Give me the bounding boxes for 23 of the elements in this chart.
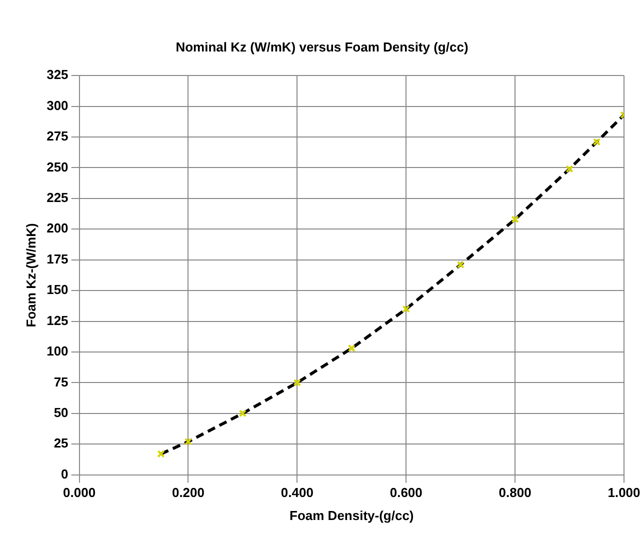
y-tick-label: 50	[54, 404, 68, 420]
y-tick-label: 250	[46, 159, 68, 174]
x-tick-label: 1.000	[608, 485, 640, 500]
y-tick-label: 75	[54, 374, 68, 390]
y-tick-label: 200	[46, 220, 68, 236]
chart-title: Nominal Kz (W/mK) versus Foam Density (g/cc)	[176, 39, 468, 54]
y-tick-label: 325	[46, 67, 68, 82]
x-tick-label: 0.200	[172, 485, 205, 500]
y-tick-label: 100	[46, 344, 68, 359]
y-tick-label: 0	[61, 466, 68, 482]
y-tick-label: 175	[46, 251, 68, 266]
x-tick-label: 0.600	[390, 485, 422, 500]
y-tick-label: 300	[46, 98, 68, 113]
y-tick-label: 225	[46, 190, 68, 206]
x-tick-label: 0.800	[498, 485, 532, 500]
y-tick-label: 150	[46, 282, 68, 298]
y-tick-label: 125	[46, 312, 68, 328]
y-axis-title: Foam Kz-(W/mK)	[23, 223, 38, 328]
x-tick-label: 0.400	[280, 485, 314, 500]
y-tick-label: 275	[46, 128, 68, 144]
x-axis-title: Foam Density-(g/cc)	[290, 508, 414, 523]
y-tick-label: 25	[54, 436, 68, 451]
x-tick-label: 0.000	[63, 485, 96, 500]
